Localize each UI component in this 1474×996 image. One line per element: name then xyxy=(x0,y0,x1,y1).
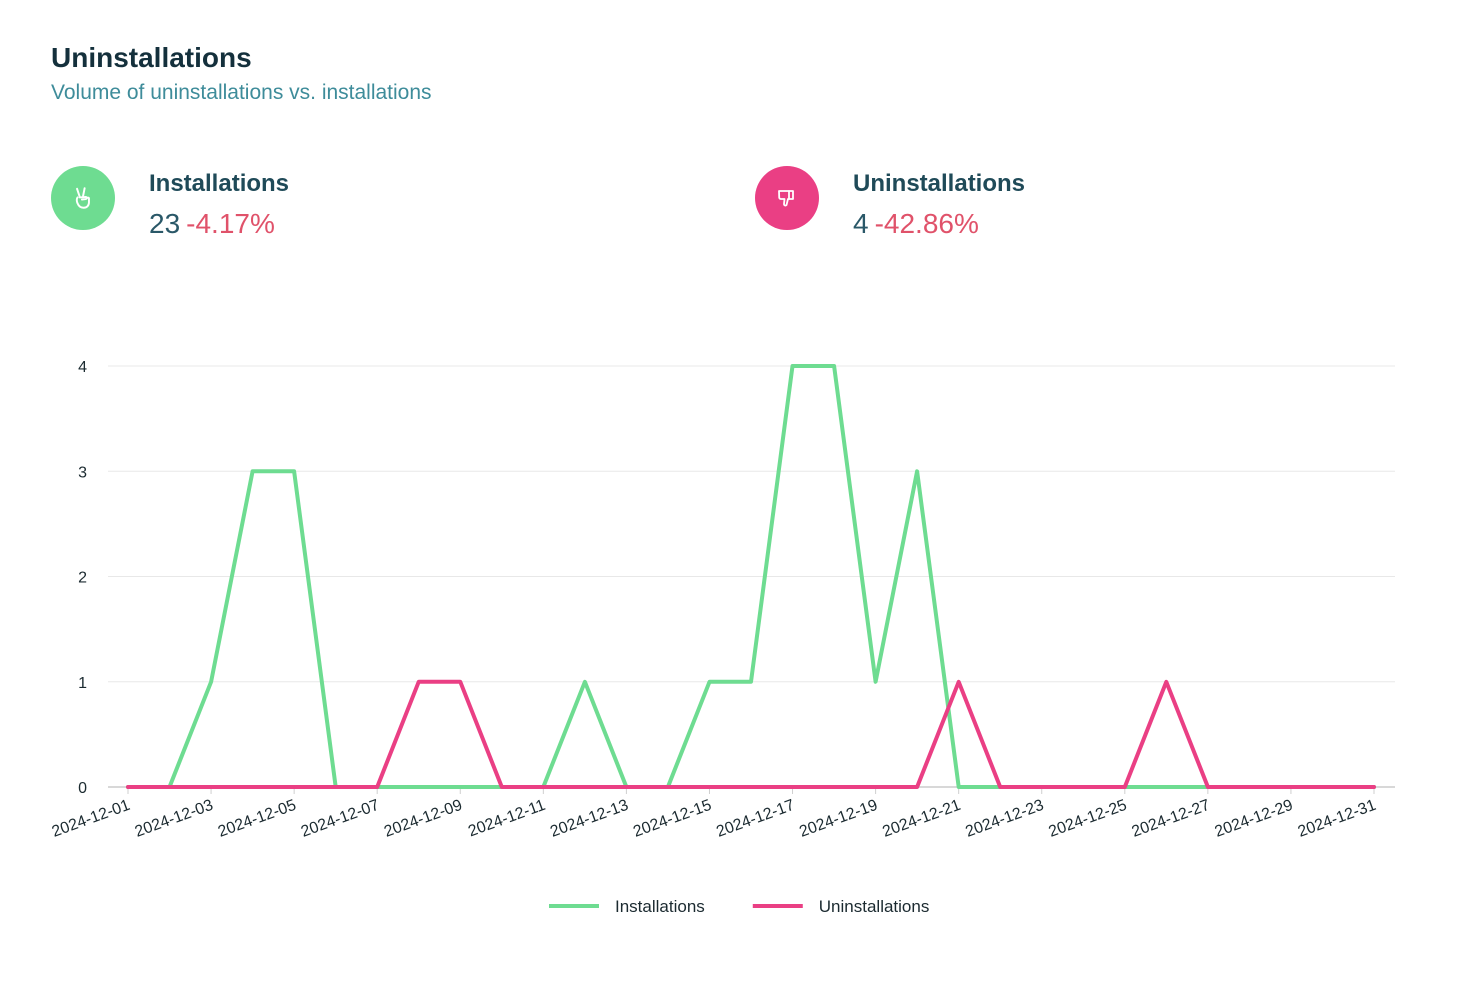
x-tick-label: 2024-12-21 xyxy=(880,797,963,841)
series-line-uninstallations xyxy=(126,679,1376,789)
kpi-uninstallations-label: Uninstallations xyxy=(853,170,1026,197)
x-tick-label: 2024-12-25 xyxy=(1046,797,1129,841)
y-tick-label: 4 xyxy=(78,359,87,376)
y-tick-label: 2 xyxy=(78,570,87,587)
x-tick-label: 2024-12-29 xyxy=(1213,797,1296,841)
kpi-uninstallations-change: -42.86% xyxy=(874,208,979,239)
x-tick-label: 2024-12-23 xyxy=(963,797,1046,841)
page-title: Uninstallations xyxy=(51,42,252,73)
x-tick-label: 2024-12-13 xyxy=(548,797,631,841)
chart-grid xyxy=(108,365,1395,788)
chart-legend: Installations Uninstallations xyxy=(549,897,929,916)
x-tick-label: 2024-12-27 xyxy=(1130,797,1213,841)
y-tick-label: 1 xyxy=(78,675,87,692)
kpi-uninstallations-value: 4 xyxy=(853,208,869,239)
y-axis: 0 1 2 3 4 xyxy=(78,359,87,797)
kpi-uninstallations-icon-badge xyxy=(755,166,819,230)
legend-label-installations: Installations xyxy=(615,897,705,916)
kpi-installations-change: -4.17% xyxy=(186,208,275,239)
x-tick-label: 2024-12-07 xyxy=(299,797,382,841)
page-subtitle: Volume of uninstallations vs. installati… xyxy=(51,81,432,104)
thumbs-down-icon xyxy=(778,190,794,207)
x-tick-label: 2024-12-17 xyxy=(714,797,797,841)
x-tick-label: 2024-12-03 xyxy=(133,797,216,841)
kpi-uninstallations: Uninstallations 4 -42.86% xyxy=(755,166,1025,242)
victory-hand-icon xyxy=(75,187,90,209)
y-tick-label: 3 xyxy=(78,464,87,481)
x-tick-label: 2024-12-15 xyxy=(631,797,714,841)
x-tick-label: 2024-12-11 xyxy=(466,797,548,841)
chart-series xyxy=(126,364,1376,789)
kpi-installations-value: 23 xyxy=(149,208,181,239)
x-tick-label: 2024-12-09 xyxy=(382,797,465,841)
x-axis: 2024-12-01 2024-12-03 2024-12-05 2024-12-07… xyxy=(50,787,1379,841)
x-tick-label: 2024-12-31 xyxy=(1296,797,1379,841)
x-tick-label: 2024-12-01 xyxy=(50,797,133,841)
kpi-installations: Installations 23 -4.17% xyxy=(51,166,289,242)
legend-label-uninstallations: Uninstallations xyxy=(819,897,930,916)
x-tick-label: 2024-12-05 xyxy=(216,797,299,841)
y-tick-label: 0 xyxy=(78,780,87,797)
x-tick-label: 2024-12-19 xyxy=(797,797,880,841)
chart-header: Uninstallations Volume of uninstallation… xyxy=(51,40,432,106)
kpi-installations-label: Installations xyxy=(149,170,290,197)
kpi-installations-icon-badge xyxy=(51,166,115,230)
